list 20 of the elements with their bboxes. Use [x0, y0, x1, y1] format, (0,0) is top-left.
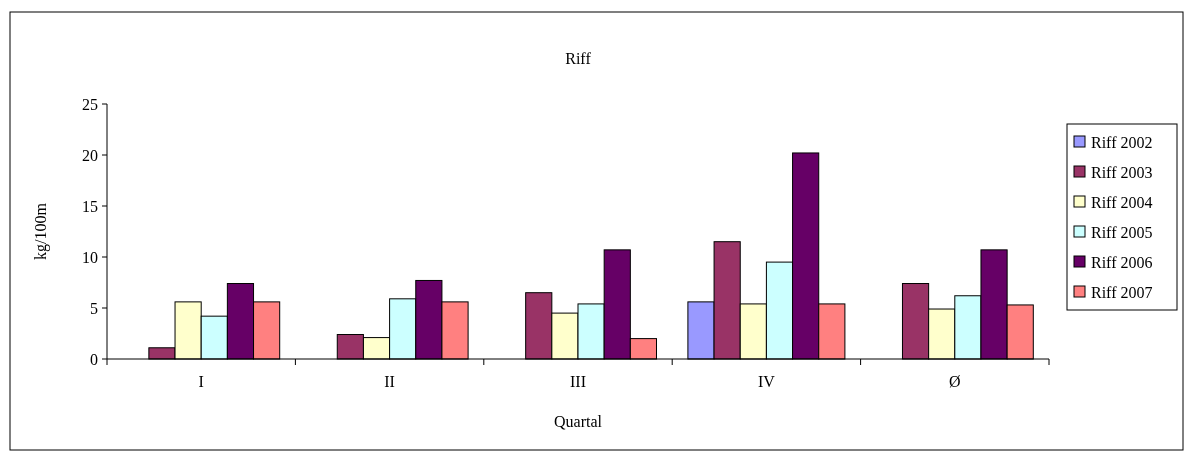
x-tick-label: Ø [949, 373, 961, 390]
y-tick-label: 10 [82, 248, 98, 266]
x-tick-label: III [570, 373, 586, 390]
x-tick-label: II [384, 373, 395, 390]
legend-label: Riff 2004 [1091, 193, 1153, 211]
x-tick-label: I [198, 373, 204, 390]
legend-label: Riff 2002 [1091, 133, 1153, 151]
y-axis-title: kg/100m [32, 202, 50, 260]
y-tick-label: 20 [82, 146, 98, 164]
legend-label: Riff 2007 [1091, 283, 1153, 301]
x-tick-label: IV [757, 373, 776, 390]
legend-label: Riff 2005 [1091, 223, 1153, 241]
y-tick-label: 25 [82, 95, 98, 113]
y-tick-label: 0 [90, 350, 98, 368]
legend-label: Riff 2006 [1091, 253, 1153, 271]
y-tick-label: 5 [90, 299, 98, 317]
x-axis-title: Quartal [554, 413, 603, 430]
y-tick-label: 15 [82, 197, 98, 215]
legend-label: Riff 2003 [1091, 163, 1153, 181]
chart-title: Riff [565, 50, 592, 67]
